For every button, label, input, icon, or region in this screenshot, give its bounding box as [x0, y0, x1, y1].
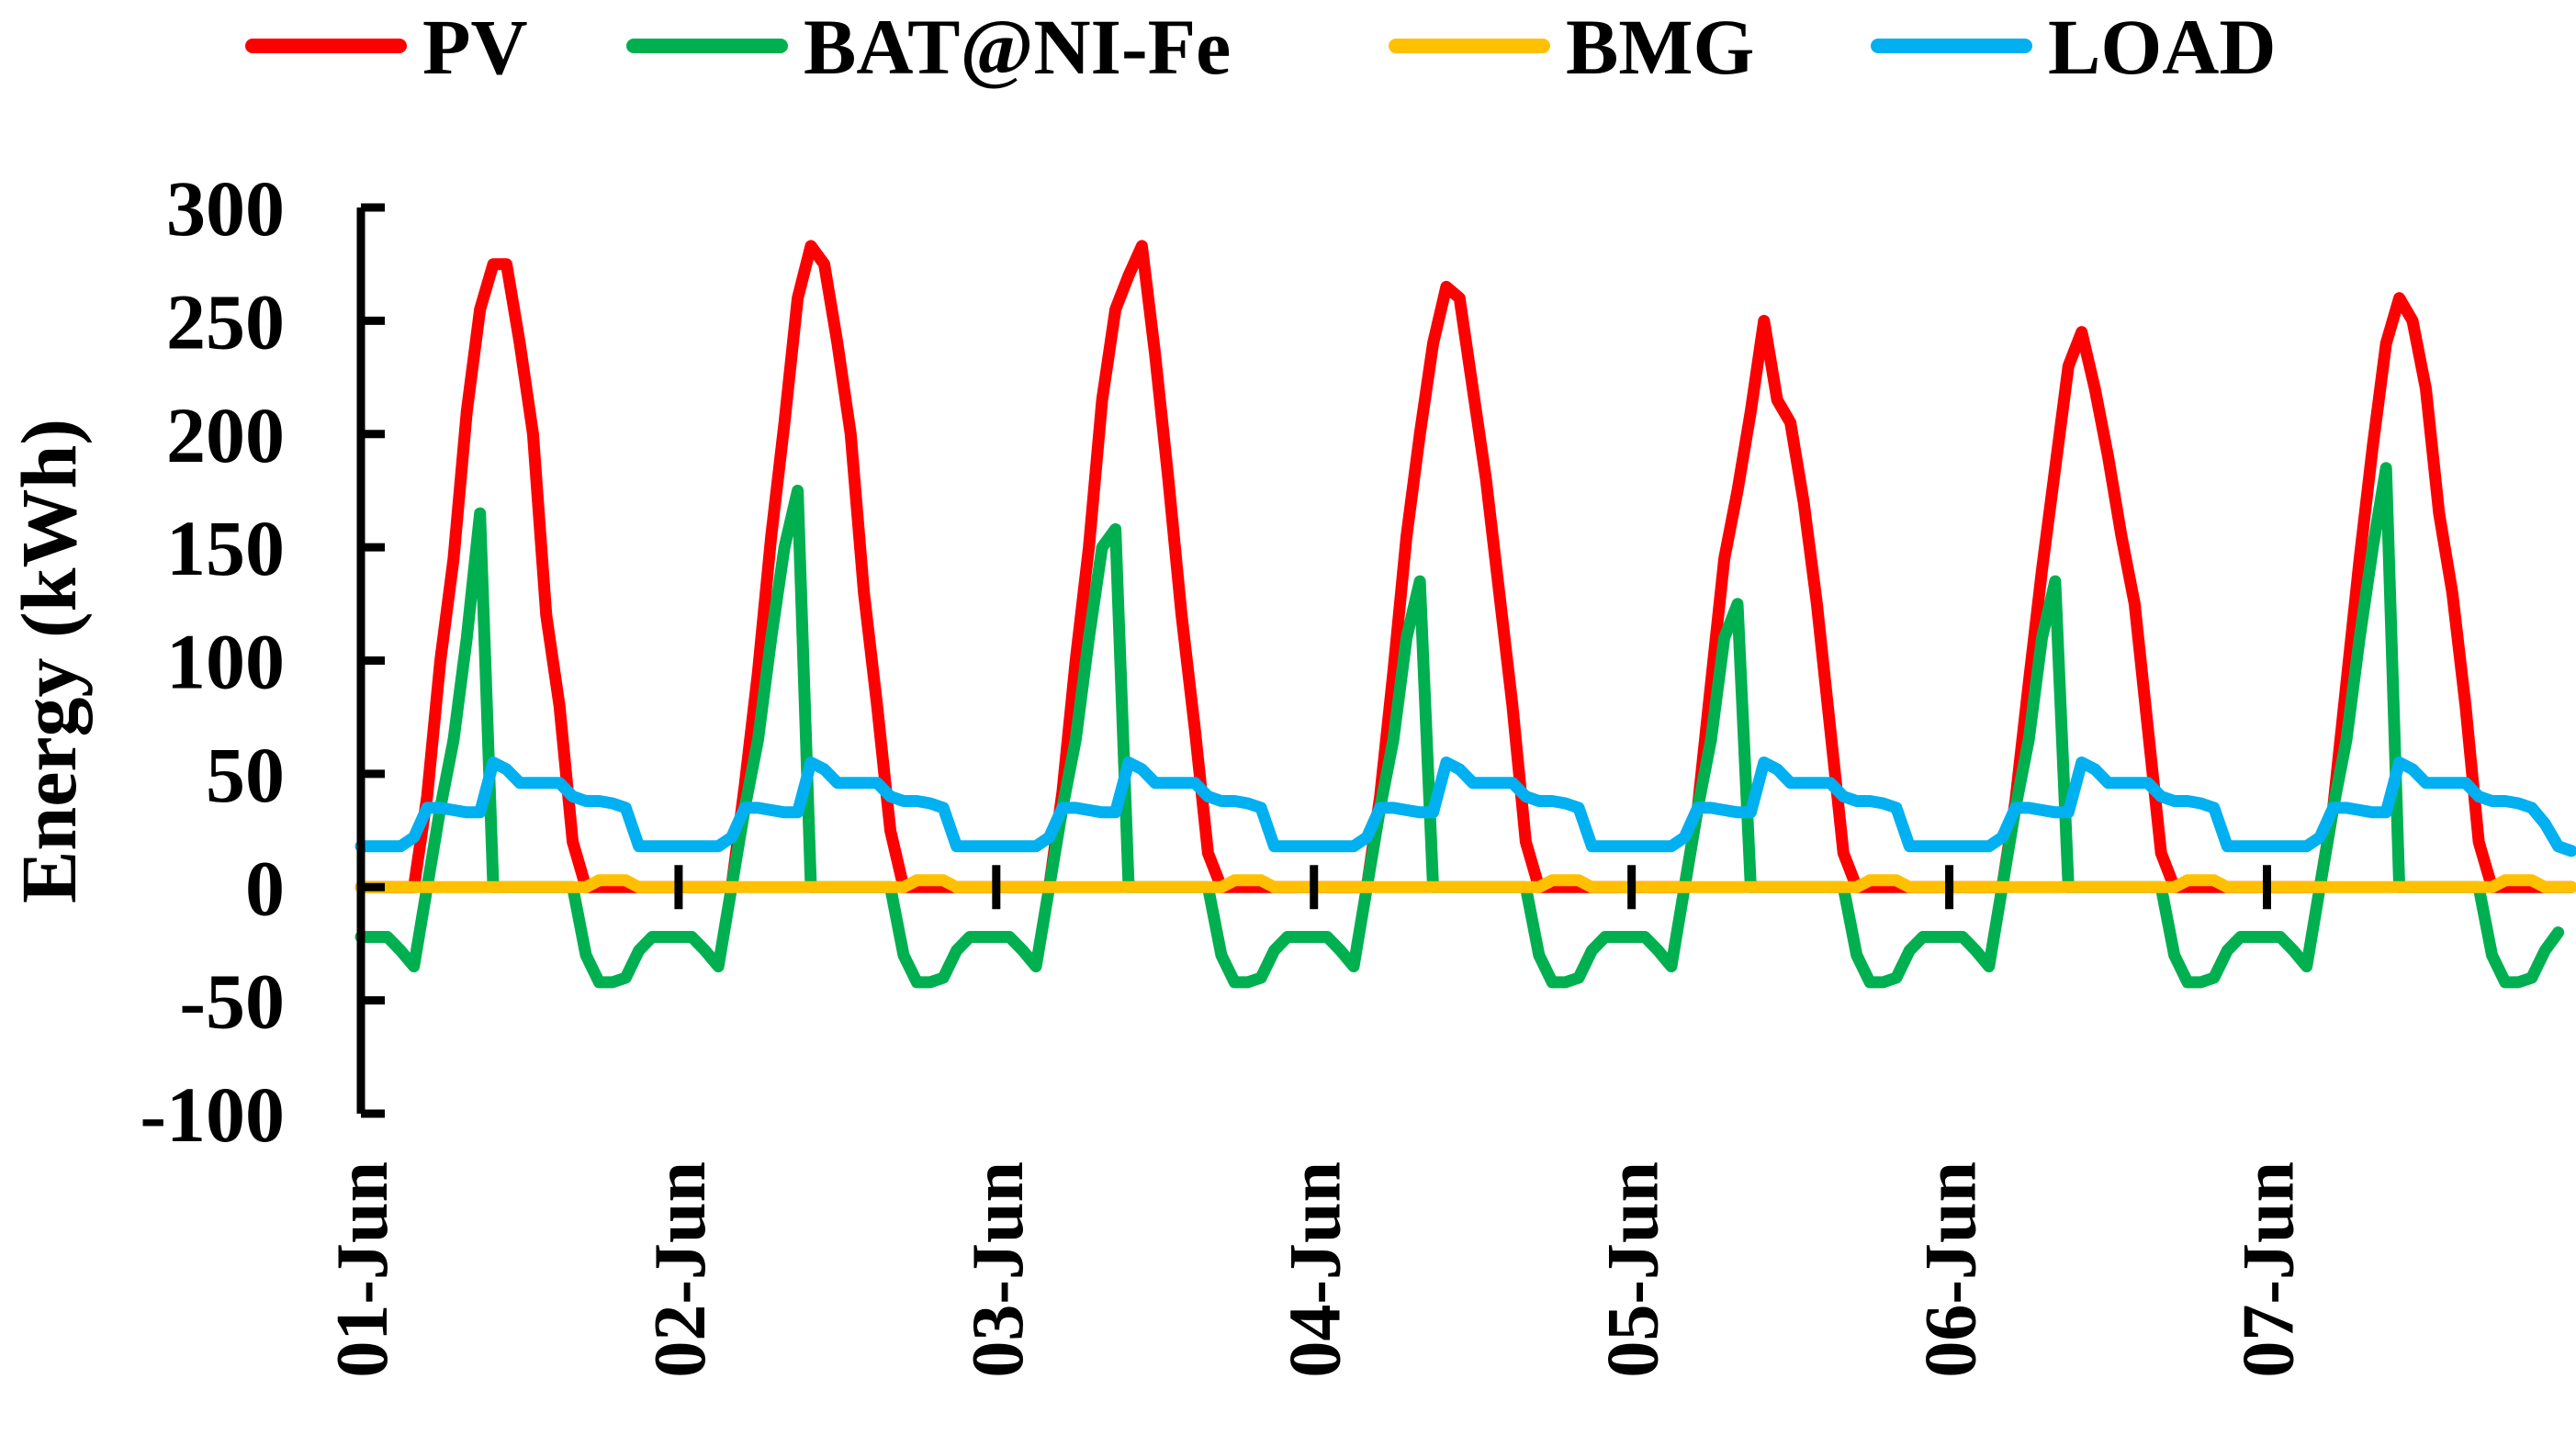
legend-label-pv: PV [422, 3, 528, 91]
series-line-pv [354, 240, 2576, 893]
y-axis-title: Energy (kWh) [5, 419, 93, 903]
y-tick-label: 150 [166, 504, 285, 592]
series-line-bat-ni-fe [354, 462, 2565, 989]
y-tick-label: 250 [166, 277, 285, 365]
x-tick-label: 01-Jun [322, 1161, 403, 1378]
y-tick-label: 0 [245, 844, 285, 932]
y-tick-label: 200 [166, 391, 285, 479]
y-tick-label: 50 [206, 731, 285, 819]
axes-layer: -100 -50 0 50 100 150 200 250 300 01-Jun 02-Jun 03-… [140, 164, 2309, 1378]
legend-label-bat-ni-fe: BAT@NI-Fe [804, 3, 1231, 91]
legend-label-load: LOAD [2048, 3, 2276, 91]
series-line-bmg [354, 874, 2576, 893]
x-tick-label: 04-Jun [1276, 1161, 1356, 1378]
x-tick-label: 06-Jun [1911, 1161, 1992, 1378]
legend-label-bmg: BMG [1566, 3, 1754, 91]
legend: PV BAT@NI-Fe BMG LOAD [245, 3, 2276, 91]
series-layer [354, 240, 2576, 989]
series-line-load [354, 757, 2576, 858]
x-tick-label: 03-Jun [958, 1161, 1039, 1378]
y-tick-label: 100 [166, 618, 285, 706]
x-tick-label: 02-Jun [640, 1161, 721, 1378]
x-tick-label: 05-Jun [1593, 1161, 1674, 1378]
y-tick-label: -100 [140, 1070, 285, 1159]
y-tick-label: 300 [166, 164, 285, 252]
x-tick-label: 07-Jun [2228, 1161, 2309, 1378]
y-tick-label: -50 [179, 958, 285, 1046]
